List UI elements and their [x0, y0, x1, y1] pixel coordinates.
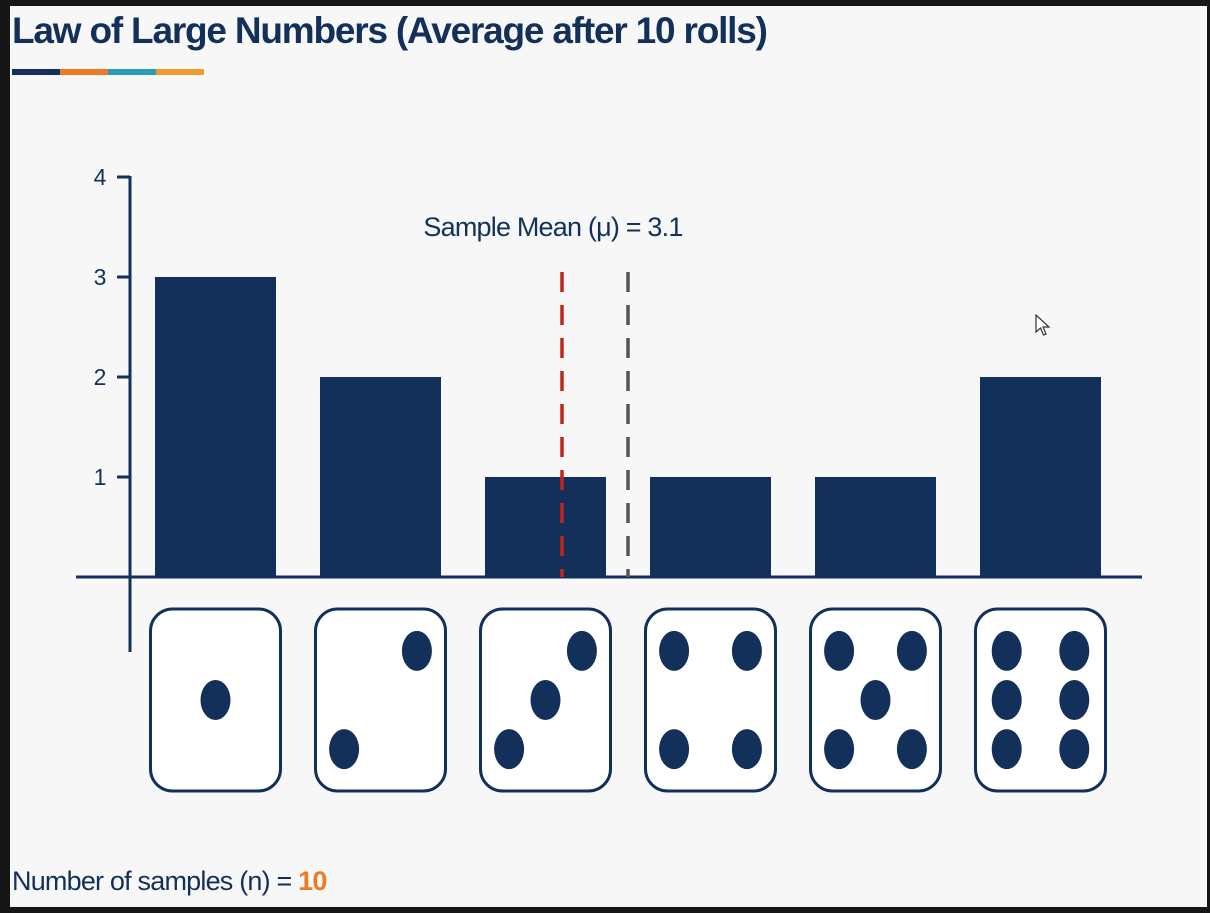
die-6-pip-1 [991, 630, 1022, 671]
die-6-pip-5 [991, 729, 1022, 770]
die-6-pip-3 [991, 680, 1022, 720]
dice-row [149, 607, 1107, 793]
title-underline [12, 69, 204, 75]
underline-segment-4 [156, 69, 204, 75]
die-5-pip-4 [824, 729, 855, 770]
page-title: Law of Large Numbers (Average after 10 r… [12, 10, 768, 51]
die-6-pip-6 [1059, 729, 1090, 770]
bar-chart: 1 2 3 4 Sample Mean (μ) = 3.1 [76, 164, 1142, 793]
die-4-pip-2 [731, 630, 762, 671]
underline-segment-3 [108, 69, 156, 75]
die-1 [149, 607, 282, 793]
die-4-pip-1 [659, 630, 690, 671]
slide-frame: Law of Large Numbers (Average after 10 r… [10, 6, 1207, 907]
die-4-pip-4 [731, 729, 762, 770]
die-3-pip-3 [494, 729, 525, 770]
underline-segment-1 [12, 69, 60, 75]
die-5 [809, 607, 942, 793]
mouse-cursor-icon [1035, 314, 1051, 336]
die-3-pip-2 [530, 680, 561, 720]
die-6-pip-2 [1059, 630, 1090, 671]
bar-1 [155, 277, 276, 577]
y-tick-label-2: 2 [94, 364, 107, 390]
bar-4 [650, 477, 771, 577]
sample-count-label: Number of samples (n) = 10 [12, 866, 327, 897]
die-2-pip-2 [329, 729, 360, 770]
bar-6 [980, 377, 1101, 577]
y-tick-label-4: 4 [94, 164, 107, 190]
underline-segment-2 [60, 69, 108, 75]
die-4 [644, 607, 777, 793]
y-tick-label-3: 3 [94, 264, 107, 290]
sample-count-value: 10 [298, 866, 327, 896]
die-1-pip-1 [200, 680, 231, 720]
die-5-pip-5 [896, 729, 927, 770]
die-2 [314, 607, 447, 793]
bar-5 [815, 477, 936, 577]
die-5-pip-2 [896, 630, 927, 671]
die-2-pip-1 [401, 630, 432, 671]
y-ticks-group: 1 2 3 4 [94, 164, 130, 490]
die-4-pip-3 [659, 729, 690, 770]
die-5-pip-3 [860, 680, 891, 720]
sample-mean-annotation: Sample Mean (μ) = 3.1 [423, 212, 682, 242]
y-tick-label-1: 1 [94, 464, 107, 490]
die-5-pip-1 [824, 630, 855, 671]
bar-3 [485, 477, 606, 577]
die-3-pip-1 [566, 630, 597, 671]
bars-group [155, 277, 1101, 577]
bar-2 [320, 377, 441, 577]
sample-count-text: Number of samples (n) = [12, 866, 299, 896]
die-3 [479, 607, 612, 793]
die-6 [974, 607, 1107, 793]
die-6-pip-4 [1059, 680, 1090, 720]
